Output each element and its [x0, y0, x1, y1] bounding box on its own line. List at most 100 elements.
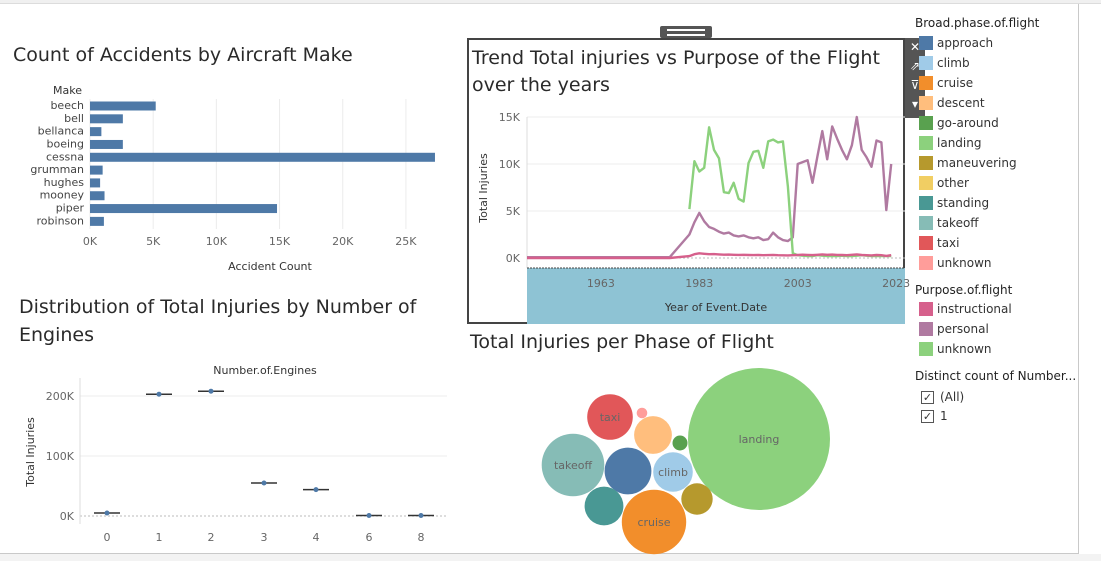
engines-dot: [156, 391, 162, 397]
make-bar: [90, 165, 103, 175]
engines-x-tick-label: 3: [261, 531, 268, 544]
engines-dot: [261, 480, 267, 486]
engines-dot: [313, 487, 319, 493]
legend-label: approach: [937, 36, 994, 50]
phase-legend-item[interactable]: takeoff: [919, 216, 979, 230]
phase-bubble-takeoff: [541, 433, 605, 497]
phase-legend-item[interactable]: standing: [919, 196, 989, 210]
legend-label: go-around: [937, 116, 999, 130]
make-bar: [90, 152, 435, 162]
filter-title: Distinct count of Number...: [915, 369, 1077, 383]
engines-dot: [366, 513, 372, 519]
trend-x-tick-label: 2023: [882, 277, 910, 290]
legend-swatch: [919, 96, 933, 110]
phase-legend-item[interactable]: descent: [919, 96, 985, 110]
phase-bubble-cruise: [621, 489, 687, 555]
engines-x-tick-label: 2: [208, 531, 215, 544]
trend-y-axis-title: Total Injuries: [477, 153, 490, 224]
phase-legend-item[interactable]: unknown: [919, 256, 992, 270]
trend-y-tick-label: 15K: [499, 111, 521, 124]
phase-legend-item[interactable]: taxi: [919, 236, 960, 250]
checkbox[interactable]: ✓: [921, 390, 934, 404]
more-options-icon[interactable]: ▾: [911, 97, 919, 111]
trend-chart-title-line1: Trend Total injuries vs Purpose of the F…: [472, 47, 880, 69]
purpose-legend-item[interactable]: instructional: [919, 302, 1012, 316]
phase-legend-item[interactable]: approach: [919, 36, 993, 50]
purpose-legend-item[interactable]: unknown: [919, 342, 992, 356]
make-bar: [90, 204, 278, 214]
legend-label: instructional: [937, 302, 1012, 316]
legend-label: personal: [937, 322, 989, 336]
phase-legend-item[interactable]: climb: [919, 56, 970, 70]
legend-swatch: [919, 342, 933, 356]
phase-legend-item[interactable]: cruise: [919, 76, 973, 90]
trend-y-tick-label: 5K: [506, 205, 521, 218]
engines-y-tick-label: 100K: [46, 450, 75, 463]
legend-label: climb: [937, 56, 970, 70]
engines-dot: [418, 513, 424, 519]
dashboard-frame: [0, 4, 1079, 554]
phase-legend-item[interactable]: other: [919, 176, 969, 190]
legend-swatch: [919, 322, 933, 336]
legend-label: taxi: [937, 236, 960, 250]
make-bar: [90, 114, 123, 124]
trend-line-personal: [527, 115, 893, 259]
phase-bubble-label: cruise: [637, 516, 670, 529]
phase-bubble-maneuvering: [681, 483, 713, 515]
filter-option-label: (All): [940, 390, 965, 404]
filter-icon[interactable]: ⊽: [910, 78, 920, 92]
phase-legend-item[interactable]: landing: [919, 136, 981, 150]
engines-x-tick-label: 8: [418, 531, 425, 544]
make-category-label: bellanca: [38, 125, 84, 138]
phase-bubble-standing: [584, 486, 624, 526]
engines-x-tick-label: 1: [156, 531, 163, 544]
legend-label: cruise: [937, 76, 974, 90]
phase-bubble-label: landing: [739, 433, 780, 446]
phase-chart-title: Total Injuries per Phase of Flight: [470, 331, 774, 353]
make-category-label: grumman: [30, 163, 84, 176]
make-x-tick-label: 0K: [83, 235, 98, 248]
phase-legend-item[interactable]: go-around: [919, 116, 999, 130]
trend-y-tick-label: 0K: [506, 252, 521, 265]
phase-bubble-label: takeoff: [554, 459, 593, 472]
make-x-axis-title: Accident Count: [228, 260, 312, 273]
trend-line-instructional: [527, 252, 892, 260]
legend-label: descent: [937, 96, 985, 110]
make-bar: [90, 101, 156, 111]
trend-x-tick-label: 2003: [784, 277, 812, 290]
make-x-tick-label: 15K: [269, 235, 291, 248]
purpose-legend-title: Purpose.of.flight: [915, 283, 1013, 297]
drag-handle[interactable]: [660, 26, 712, 38]
legend-swatch: [919, 196, 933, 210]
top-strip: [0, 0, 1101, 4]
engines-x-tick-label: 6: [366, 531, 373, 544]
legend-swatch: [919, 116, 933, 130]
engines-x-tick-label: 4: [313, 531, 320, 544]
make-category-label: beech: [50, 99, 84, 112]
engines-y-axis-title: Total Injuries: [24, 417, 37, 488]
engines-y-tick-label: 200K: [46, 390, 75, 403]
filter-option[interactable]: ✓ 1: [921, 408, 948, 424]
phase-bubble-approach: [604, 447, 652, 495]
trend-chart-title-line2: over the years: [472, 74, 610, 96]
close-icon[interactable]: ✕: [909, 40, 921, 54]
phase-legend-item[interactable]: maneuvering: [919, 156, 1017, 170]
filter-option[interactable]: ✓ (All): [921, 389, 964, 405]
purpose-legend-item[interactable]: personal: [919, 322, 989, 336]
engines-x-header: Number.of.Engines: [213, 364, 317, 377]
make-chart-title: Count of Accidents by Aircraft Make: [13, 44, 353, 66]
go-to-sheet-icon[interactable]: ⇗: [909, 59, 921, 73]
checkbox[interactable]: ✓: [921, 409, 934, 423]
trend-x-tick-label: 1983: [685, 277, 713, 290]
legend-swatch: [919, 302, 933, 316]
trend-x-axis-title: Year of Event.Date: [664, 301, 767, 314]
legend-swatch: [919, 136, 933, 150]
engines-chart-title-line1: Distribution of Total Injuries by Number…: [19, 296, 417, 318]
legend-label: maneuvering: [937, 156, 1017, 170]
make-bar: [90, 139, 123, 149]
legend-swatch: [919, 56, 933, 70]
phase-bubble-go-around: [672, 435, 688, 451]
make-category-label: bell: [64, 112, 84, 125]
engines-dot: [104, 510, 110, 516]
